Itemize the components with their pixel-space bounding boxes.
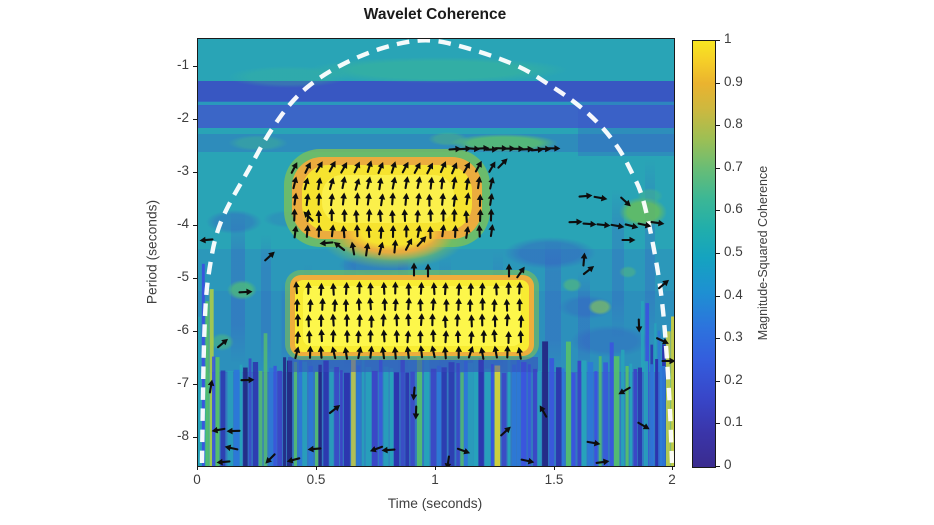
chart-title: Wavelet Coherence: [363, 6, 507, 23]
colorbar-tick-label: 0.4: [724, 286, 743, 302]
colorbar-tick: [716, 40, 720, 41]
y-tick-label: -4: [176, 216, 189, 231]
colorbar-tick: [716, 466, 720, 467]
y-tick-label: -1: [176, 57, 189, 72]
x-tick: [435, 466, 436, 470]
y-tick: [193, 331, 197, 332]
colorbar-tick: [716, 253, 720, 254]
x-tick-label: 0: [193, 472, 201, 487]
x-axis-label: Time (seconds): [387, 496, 483, 511]
colorbar-tick: [716, 380, 720, 382]
colorbar-tick-label: 0.5: [724, 244, 743, 259]
colorbar-tick-label: 0.1: [724, 414, 743, 430]
colorbar-gradient: [693, 41, 715, 467]
colorbar: [692, 40, 716, 468]
colorbar-tick: [716, 210, 720, 212]
y-tick: [193, 278, 197, 279]
colorbar-tick-label: 0: [724, 457, 732, 472]
colorbar-tick-label: 0.2: [724, 371, 743, 387]
x-tick-label: 2: [668, 472, 676, 487]
y-tick: [193, 119, 197, 120]
x-tick: [316, 466, 317, 470]
x-tick: [672, 466, 673, 470]
colorbar-tick: [716, 125, 720, 127]
colorbar-tick-label: 0.7: [724, 158, 743, 174]
x-tick-label: 0.5: [306, 472, 326, 487]
x-tick: [197, 466, 198, 470]
x-tick: [554, 466, 555, 470]
colorbar-tick: [716, 167, 720, 169]
y-tick: [193, 437, 197, 438]
colorbar-tick-label: 0.3: [724, 329, 743, 345]
colorbar-tick-label: 1: [724, 31, 732, 46]
y-tick-label: -2: [176, 110, 189, 125]
colorbar-tick: [716, 295, 720, 297]
y-tick: [193, 66, 197, 67]
colorbar-tick-label: 0.9: [724, 73, 743, 89]
y-tick: [193, 384, 197, 385]
colorbar-tick: [716, 82, 720, 84]
y-tick: [193, 172, 197, 173]
x-tick-label: 1: [431, 472, 439, 487]
colorbar-tick: [716, 423, 720, 425]
y-tick-label: -8: [176, 428, 189, 443]
colorbar-tick-label: 0.6: [724, 201, 743, 217]
colorbar-tick-label: 0.8: [724, 116, 743, 132]
y-tick-label: -6: [176, 322, 189, 337]
colorbar-label: Magnitude-Squared Coherence: [756, 165, 770, 341]
colorbar-tick: [716, 338, 720, 340]
y-tick-label: -3: [176, 163, 189, 178]
y-tick-label: -7: [176, 375, 189, 390]
y-tick-label: -5: [176, 269, 189, 284]
x-tick-label: 1.5: [544, 472, 564, 487]
y-tick: [193, 225, 197, 226]
plot-area: [197, 38, 675, 467]
heatmap-canvas: [198, 39, 674, 466]
